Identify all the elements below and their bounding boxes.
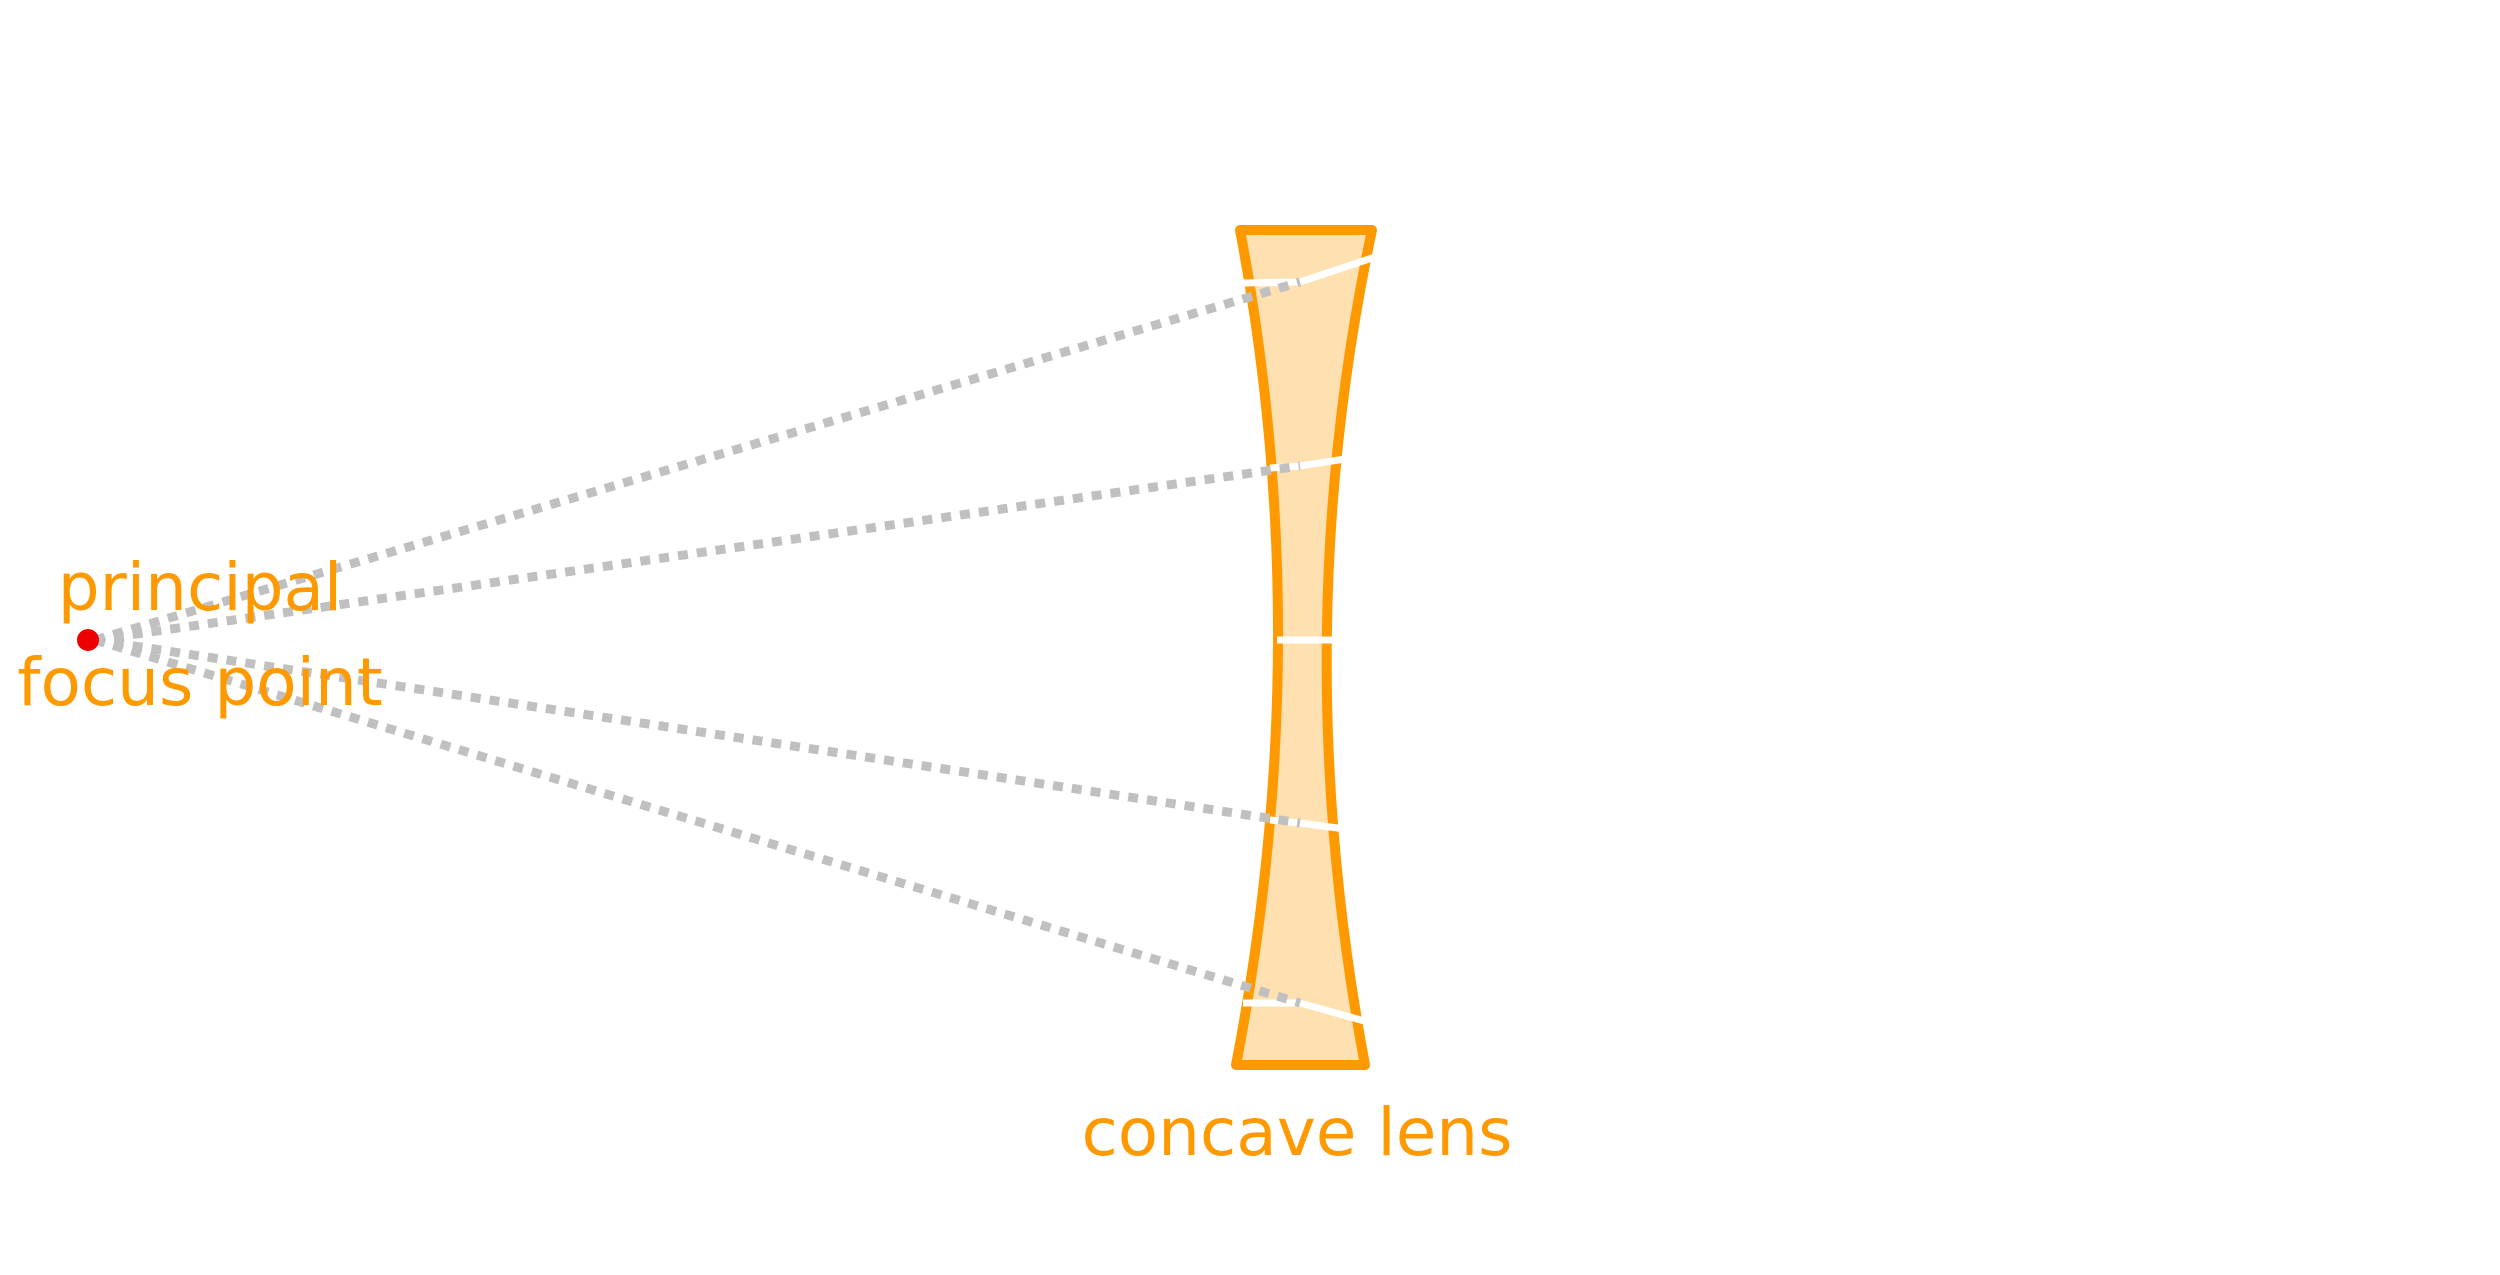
virtual-ray-3 <box>94 635 1301 828</box>
virtual-ray-2 <box>94 461 1301 645</box>
virtual-ray-1 <box>93 277 1302 645</box>
focus-label-line1: principal <box>58 549 343 626</box>
principal-focus-point <box>77 629 99 651</box>
concave-lens <box>1231 225 1377 1070</box>
virtual-ray-4 <box>93 635 1302 1008</box>
lens-label: concave lens <box>1081 1094 1512 1171</box>
focus-label-line2: focus point <box>17 644 382 721</box>
virtual-rays <box>93 277 1302 1008</box>
